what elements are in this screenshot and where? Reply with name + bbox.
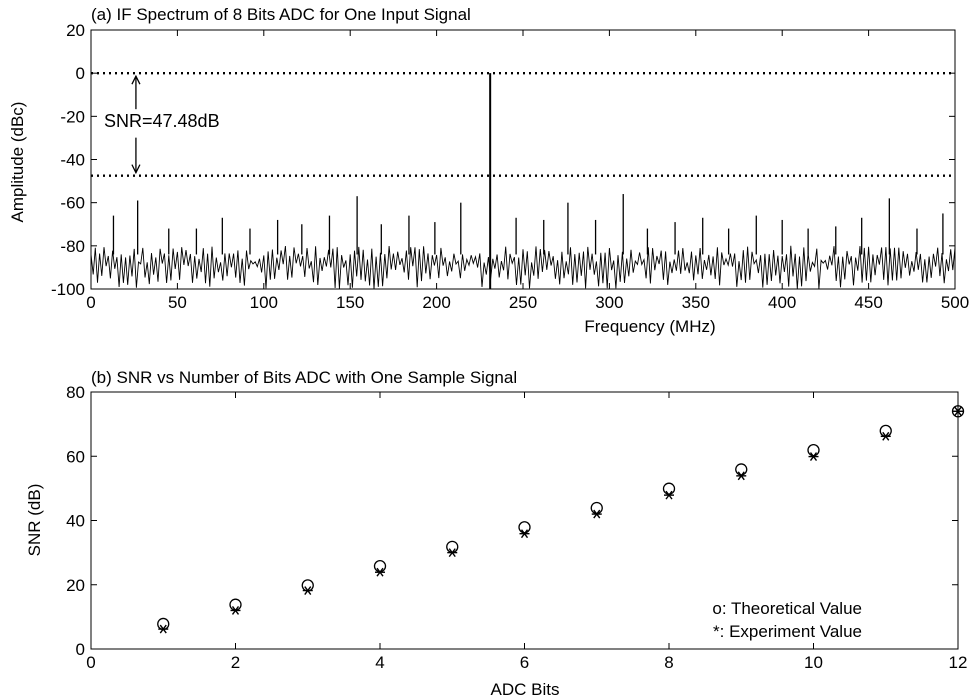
y-tick-label: -80 [60, 237, 85, 256]
theoretical-point [518, 521, 531, 534]
x-tick-label: 4 [375, 653, 384, 672]
theoretical-point [879, 424, 892, 438]
y-tick-label: 0 [76, 640, 85, 659]
x-tick-label: 250 [509, 293, 537, 312]
x-tick-label: 150 [336, 293, 364, 312]
x-tick-label: 50 [168, 293, 187, 312]
snr-y-ticks: 80 60 40 20 0 [66, 383, 958, 659]
x-tick-label: 100 [250, 293, 278, 312]
y-tick-label: -20 [60, 107, 85, 126]
y-tick-label: 60 [66, 447, 85, 466]
legend-experiment: *: Experiment Value [713, 622, 862, 641]
theoretical-point [301, 579, 314, 592]
x-tick-label: 400 [768, 293, 796, 312]
spectrum-x-axis-label: Frequency (MHz) [584, 317, 715, 336]
spectrum-title: (a) IF Spectrum of 8 Bits ADC for One In… [91, 5, 471, 24]
x-tick-label: 6 [520, 653, 529, 672]
snr-title: (b) SNR vs Number of Bits ADC with One S… [91, 368, 517, 387]
snr-y-axis-label: SNR (dB) [25, 484, 44, 557]
experiment-point [230, 606, 241, 615]
snr-panel: (b) SNR vs Number of Bits ADC with One S… [25, 368, 967, 699]
theoretical-point [157, 617, 170, 631]
spectrum-x-ticks: 0 50 100 150 200 250 300 350 400 450 500 [86, 30, 969, 312]
y-tick-label: -100 [51, 280, 85, 299]
x-tick-label: 10 [804, 653, 823, 672]
experiment-point [302, 586, 313, 595]
y-tick-label: 20 [66, 576, 85, 595]
snr-x-axis-label: ADC Bits [491, 680, 560, 699]
x-tick-label: 0 [86, 293, 95, 312]
x-tick-label: 2 [231, 653, 240, 672]
x-tick-label: 12 [949, 653, 968, 672]
snr-arrowhead-down [131, 164, 141, 175]
theoretical-point [590, 501, 603, 515]
spectrum-plot-area [90, 29, 956, 290]
theoretical-point [373, 559, 387, 573]
y-tick-label: 80 [66, 383, 85, 402]
theoretical-point [662, 482, 676, 495]
experiment-point [664, 490, 674, 500]
y-tick-label: 0 [76, 64, 85, 83]
y-tick-label: -60 [60, 194, 85, 213]
spectrum-y-ticks: 20 0 -20 -40 -60 -80 -100 [51, 21, 955, 299]
x-tick-label: 450 [854, 293, 882, 312]
experiment-point [158, 624, 169, 634]
experiment-point [519, 529, 530, 539]
y-tick-label: 40 [66, 512, 85, 531]
theoretical-point [229, 598, 242, 611]
theoretical-point [951, 405, 965, 418]
theoretical-point [735, 463, 748, 476]
spectrum-panel: (a) IF Spectrum of 8 Bits ADC for One In… [8, 5, 969, 336]
theoretical-point [446, 540, 459, 553]
experiment-point [591, 509, 602, 519]
x-tick-label: 200 [422, 293, 450, 312]
y-tick-label: 20 [66, 21, 85, 40]
legend-theoretical: o: Theoretical Value [712, 599, 862, 618]
spectrum-y-axis-label: Amplitude (dBc) [8, 102, 27, 223]
experiment-point [953, 406, 963, 416]
snr-annotation-label: SNR=47.48dB [104, 111, 220, 131]
snr-x-ticks: 0 2 4 6 8 10 12 [86, 392, 967, 672]
x-tick-label: 0 [86, 653, 95, 672]
experiment-point [808, 452, 819, 461]
x-tick-label: 300 [595, 293, 623, 312]
x-tick-label: 8 [664, 653, 673, 672]
experiment-point [880, 431, 891, 441]
theoretical-point [807, 443, 820, 457]
y-tick-label: -40 [60, 151, 85, 170]
x-tick-label: 500 [941, 293, 969, 312]
experiment-point [375, 567, 385, 577]
noise-floor-trace [90, 245, 956, 290]
x-tick-label: 350 [682, 293, 710, 312]
experiment-point [447, 548, 458, 558]
experiment-point [736, 471, 747, 481]
snr-arrowhead-up [131, 74, 141, 85]
